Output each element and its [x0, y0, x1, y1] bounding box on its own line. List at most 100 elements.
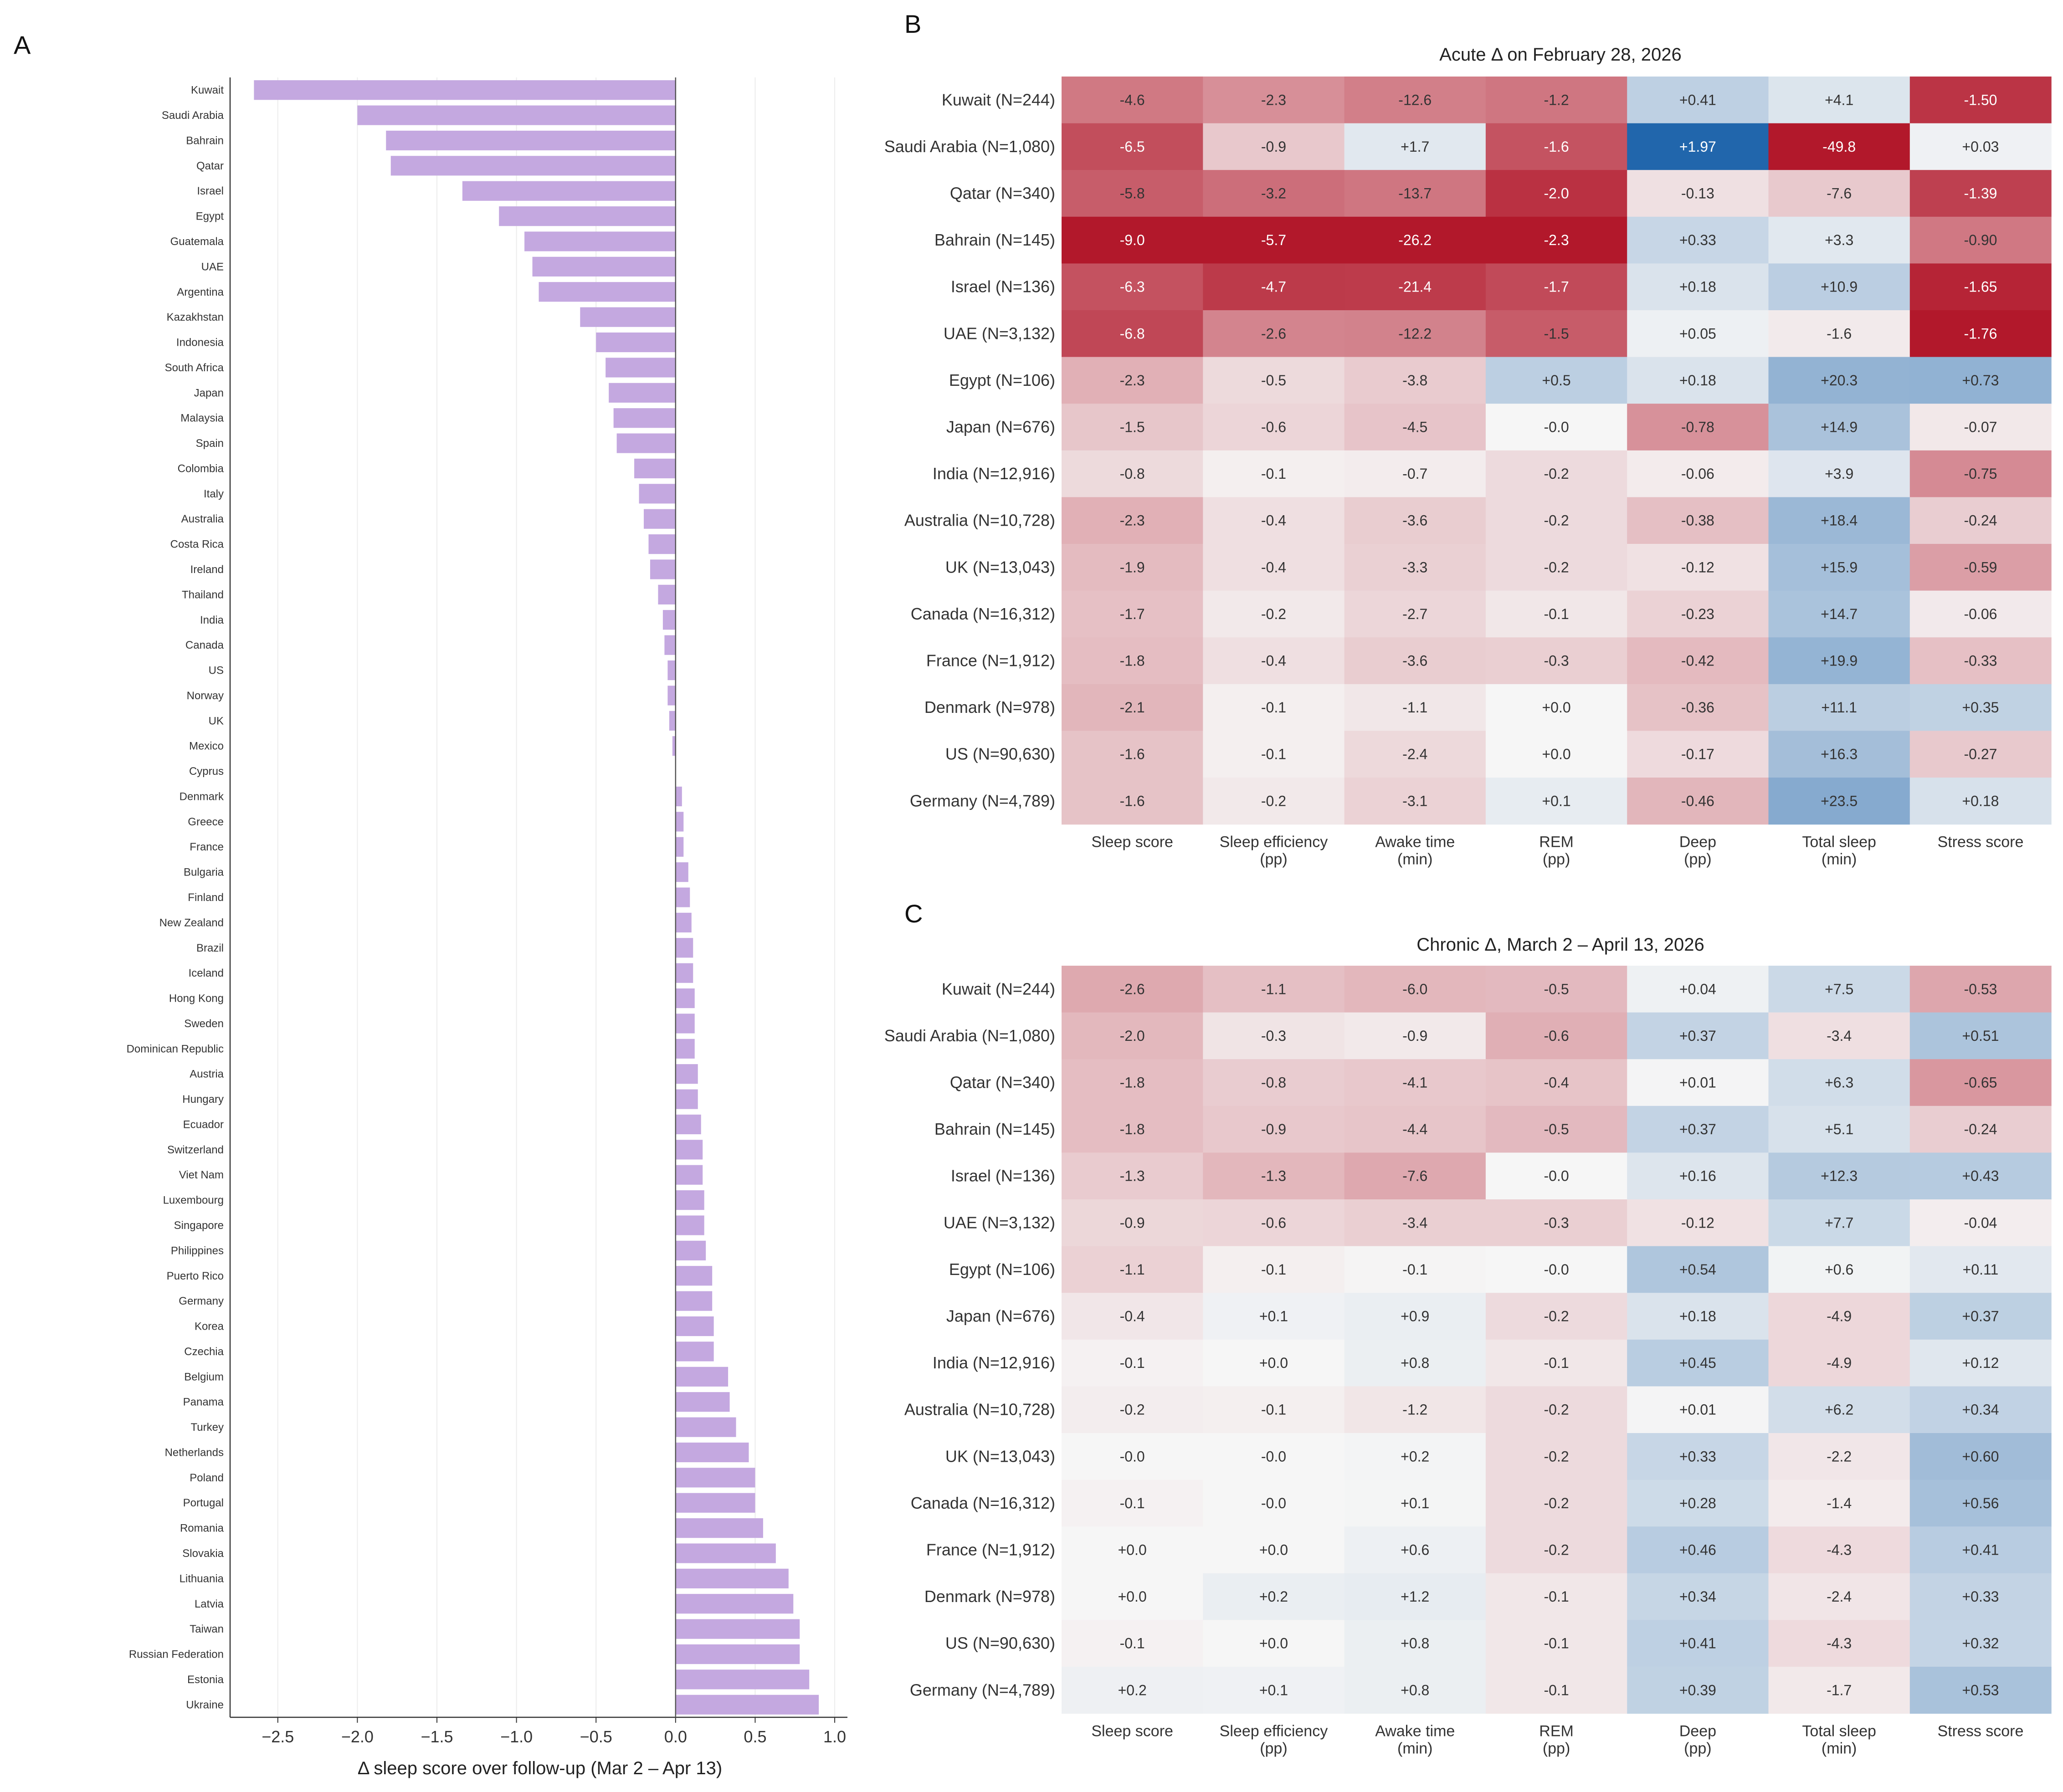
row-label: Japan (N=676): [946, 1307, 1055, 1326]
row-label: Canada (N=16,312): [911, 604, 1055, 623]
heatmap-cell: [1062, 1199, 1203, 1247]
x-tick-label: 1.0: [823, 1727, 846, 1746]
bar: [648, 534, 676, 554]
panel-a-x-axis-label: Δ sleep score over follow-up (Mar 2 – Ap…: [358, 1758, 722, 1778]
heatmap-cell: [1768, 77, 1910, 124]
heatmap-cell: [1485, 1199, 1627, 1247]
cell-value: +6.2: [1825, 1402, 1853, 1418]
bar: [675, 1114, 701, 1135]
bar: [675, 988, 695, 1009]
cell-value: +0.33: [1962, 1588, 1999, 1605]
heatmap-cell: [1485, 637, 1627, 685]
heatmap-cell: [1627, 966, 1769, 1013]
category-label: Kazakhstan: [167, 311, 224, 323]
cell-value: -0.78: [1681, 419, 1714, 435]
heatmap-cell: [1768, 1339, 1910, 1387]
cell-value: -0.0: [1544, 1261, 1569, 1278]
heatmap-cell: [1909, 1199, 2052, 1247]
cell-value: -0.90: [1964, 232, 1997, 248]
cell-value: -0.2: [1261, 606, 1286, 622]
heatmap-cell: [1485, 731, 1627, 778]
heatmap-cell: [1768, 1059, 1910, 1106]
heatmap-cell: [1203, 357, 1345, 404]
heatmap-cell: [1627, 1386, 1769, 1434]
cell-value: -0.7: [1402, 466, 1427, 482]
panel-b-cells: -4.6 -2.3 -12.6 -1.2 +0.41 +4.1 -1.50 -6.5 -0.9 +…: [1062, 77, 2052, 825]
column-label: Sleep efficiency: [1220, 1723, 1328, 1740]
heatmap-cell: [1627, 263, 1769, 311]
heatmap-cell: [1909, 684, 2052, 731]
category-label: Poland: [190, 1472, 224, 1484]
cell-value: -1.65: [1964, 279, 1997, 295]
heatmap-cell: [1344, 684, 1486, 731]
cell-value: +7.5: [1825, 981, 1853, 997]
heatmap-cell: [1344, 1620, 1486, 1667]
category-label: Costa Rica: [170, 538, 224, 551]
heatmap-cell: [1909, 404, 2052, 451]
column-label: (pp): [1543, 851, 1570, 868]
category-label: Israel: [197, 185, 224, 197]
cell-value: +0.18: [1962, 793, 1999, 809]
panel-label-a: A: [14, 31, 31, 59]
cell-value: +0.6: [1401, 1542, 1429, 1558]
category-label: Qatar: [196, 160, 224, 172]
row-label: Bahrain (N=145): [934, 1120, 1055, 1138]
heatmap-cell: [1203, 590, 1345, 638]
heatmap-cell: [1627, 544, 1769, 591]
cell-value: +0.37: [1962, 1308, 1999, 1325]
heatmap-cell: [1344, 1667, 1486, 1714]
cell-value: +0.0: [1259, 1542, 1288, 1558]
bar: [658, 584, 676, 604]
category-label: Spain: [196, 437, 224, 450]
cell-value: -0.06: [1681, 466, 1714, 482]
cell-value: -0.4: [1261, 512, 1286, 529]
heatmap-cell: [1344, 1339, 1486, 1387]
cell-value: -0.4: [1261, 653, 1286, 669]
cell-value: -1.50: [1964, 92, 1997, 108]
column-label: (min): [1397, 851, 1432, 868]
heatmap-cell: [1203, 1293, 1345, 1340]
cell-value: +18.4: [1821, 512, 1858, 529]
cell-value: +0.11: [1963, 1261, 1999, 1278]
bar: [357, 105, 676, 125]
cell-value: -0.53: [1964, 981, 1997, 997]
cell-value: -5.7: [1261, 232, 1286, 248]
cell-value: +0.53: [1962, 1682, 1999, 1698]
bar: [675, 1240, 706, 1260]
category-label: Viet Nam: [179, 1169, 224, 1181]
bar: [639, 484, 676, 504]
cell-value: -1.5: [1120, 419, 1145, 435]
cell-value: -3.8: [1402, 372, 1427, 389]
cell-value: -2.6: [1120, 981, 1145, 997]
cell-value: -3.2: [1261, 185, 1286, 202]
panel-a-bars: [254, 80, 819, 1715]
heatmap-cell: [1203, 77, 1345, 124]
category-label: Panama: [183, 1396, 224, 1408]
heatmap-cell: [1203, 1620, 1345, 1667]
heatmap-cell: [1627, 497, 1769, 544]
heatmap-cell: [1909, 170, 2052, 217]
category-label: Luxembourg: [163, 1194, 224, 1207]
category-label: Iceland: [189, 967, 224, 979]
cell-value: -0.3: [1544, 653, 1569, 669]
cell-value: +0.41: [1679, 1635, 1716, 1652]
heatmap-cell: [1768, 497, 1910, 544]
cell-value: -1.3: [1261, 1168, 1286, 1184]
heatmap-cell: [1485, 1573, 1627, 1620]
cell-value: -6.3: [1120, 279, 1145, 295]
category-label: Greece: [188, 816, 224, 828]
bar: [669, 711, 676, 731]
bar: [675, 1493, 755, 1513]
column-label: Total sleep: [1802, 834, 1876, 851]
cell-value: -4.9: [1827, 1308, 1852, 1325]
cell-value: +14.9: [1821, 419, 1858, 435]
category-label: UAE: [201, 261, 224, 273]
heatmap-cell: [1344, 1386, 1486, 1434]
bar: [675, 1064, 698, 1084]
heatmap-cell: [1768, 1667, 1910, 1714]
row-label: Saudi Arabia (N=1,080): [884, 137, 1055, 156]
heatmap-cell: [1062, 637, 1203, 685]
category-label: Norway: [187, 690, 224, 702]
heatmap-cell: [1627, 1620, 1769, 1667]
row-label: Germany (N=4,789): [910, 791, 1055, 810]
